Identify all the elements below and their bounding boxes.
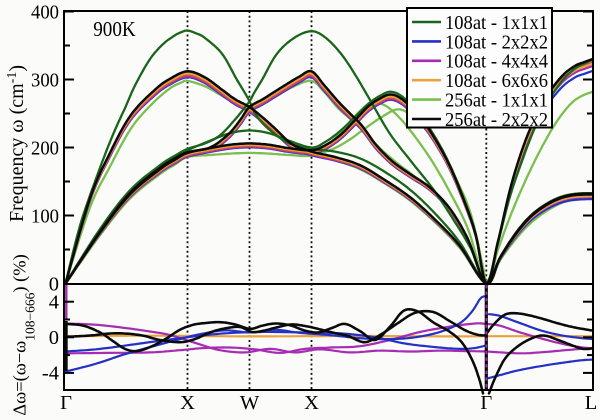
svg-text:200: 200 <box>31 137 59 159</box>
svg-text:400: 400 <box>31 1 59 23</box>
svg-text:0: 0 <box>49 327 59 349</box>
svg-text:Frequency ω (cm-1): Frequency ω (cm-1) <box>5 65 28 222</box>
svg-text:Γ: Γ <box>60 392 72 414</box>
svg-text:100: 100 <box>31 205 59 227</box>
svg-text:900K: 900K <box>93 17 136 41</box>
svg-text:108at - 2x2x2: 108at - 2x2x2 <box>445 31 548 53</box>
svg-text:4: 4 <box>49 292 59 314</box>
svg-text:300: 300 <box>31 69 59 91</box>
svg-text:W: W <box>240 392 260 414</box>
svg-text:X: X <box>304 392 319 414</box>
svg-text:256at - 2x2x2: 256at - 2x2x2 <box>445 109 548 131</box>
svg-text:L: L <box>585 392 598 414</box>
svg-text:108at - 4x4x4: 108at - 4x4x4 <box>445 51 548 73</box>
svg-text:0: 0 <box>49 273 59 295</box>
svg-text:Γ: Γ <box>480 392 492 414</box>
svg-text:X: X <box>180 392 195 414</box>
svg-text:256at - 1x1x1: 256at - 1x1x1 <box>445 90 548 112</box>
svg-text:108at - 1x1x1: 108at - 1x1x1 <box>445 12 548 34</box>
svg-text:-4: -4 <box>42 363 59 385</box>
svg-text:108at - 6x6x6: 108at - 6x6x6 <box>445 70 548 92</box>
